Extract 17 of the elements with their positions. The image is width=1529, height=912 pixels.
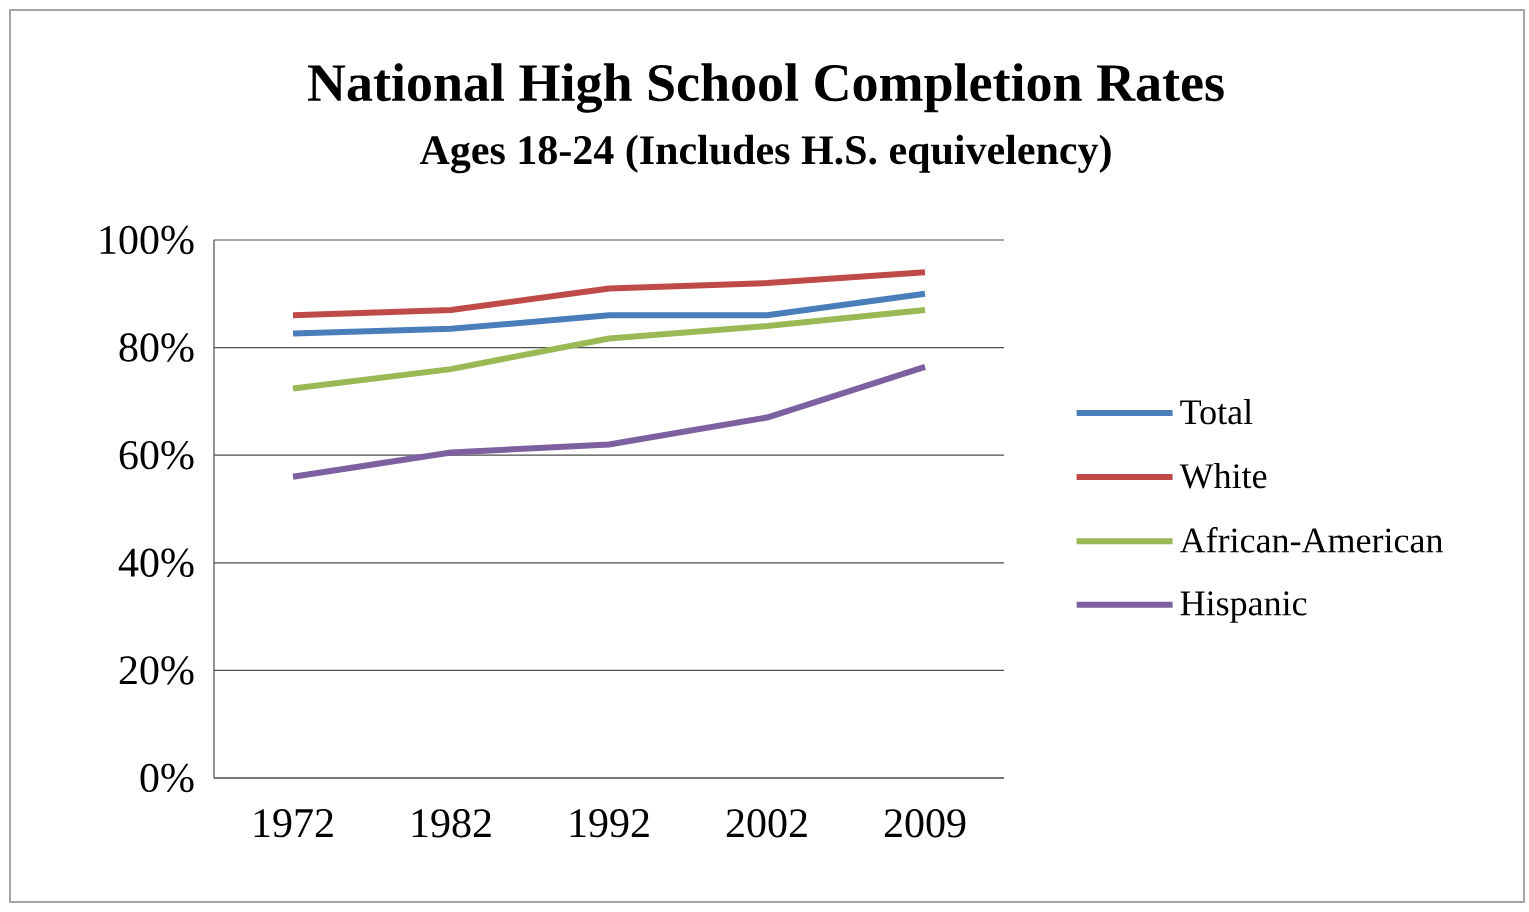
legend-label: White <box>1179 463 1267 489</box>
legend-label: Total <box>1180 399 1253 425</box>
legend-label: African-American <box>1179 527 1443 553</box>
x-tick-label: 2009 <box>884 809 966 838</box>
chart-subtitle: Ages 18-24 (Includes H.S. equivelency) <box>419 134 1111 174</box>
y-tick-label: 60% <box>119 440 194 470</box>
x-tick-label: 1972 <box>254 809 333 838</box>
y-tick-label: 40% <box>118 548 194 578</box>
legend-label: Hispanic <box>1180 591 1307 623</box>
x-tick-label: 2002 <box>726 809 807 838</box>
chart-title: National High School Completion Rates <box>308 63 1224 113</box>
y-tick-label: 100% <box>100 225 194 255</box>
y-tick-label: 0% <box>140 763 194 793</box>
y-tick-label: 20% <box>119 656 194 685</box>
x-tick-label: 1982 <box>412 809 491 838</box>
x-tick-label: 1992 <box>570 809 649 838</box>
y-tick-label: 80% <box>119 333 194 362</box>
